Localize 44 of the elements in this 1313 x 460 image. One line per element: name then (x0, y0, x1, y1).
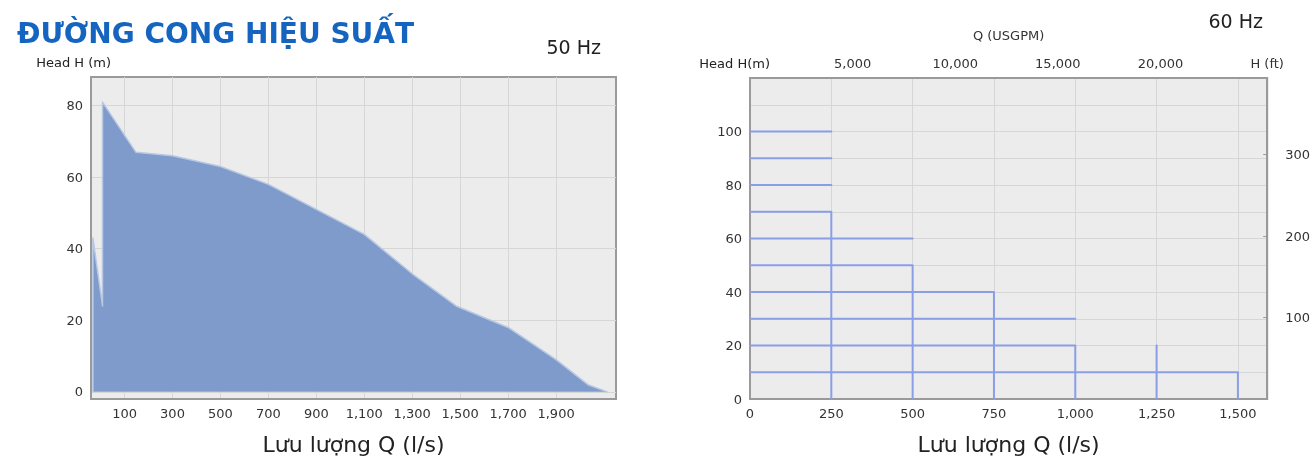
x-tick-label: 250 (818, 406, 844, 421)
x-tick-label: 1,500 (1219, 406, 1257, 421)
x-tick-label: 1,100 (345, 406, 383, 421)
y-tick-label: 20 (725, 338, 742, 353)
x-tick-label: 1,500 (441, 406, 479, 421)
x-tick-label: 700 (255, 406, 281, 421)
y-axis-title: Head H(m) (699, 56, 770, 71)
chart-subtitle: 60 Hz (1208, 9, 1264, 32)
x-axis-title: Lưu lượng Q (l/s) (917, 431, 1100, 457)
x-tick-label: 500 (900, 406, 926, 421)
chart-subtitle: 50 Hz (546, 35, 602, 58)
x-tick-label: 1,000 (1056, 406, 1094, 421)
x-tick-label: 750 (981, 406, 1007, 421)
chart-title: ĐƯỜNG CONG HIỆU SUẤT (17, 11, 415, 50)
x-tick-label: 1,250 (1137, 406, 1176, 421)
y2-axis-title: H (ft) (1250, 56, 1284, 71)
x2-axis-title: Q (USGPM) (972, 28, 1045, 43)
y2-tick-label: 100 (1285, 310, 1311, 326)
y2-tick-label: 200 (1285, 228, 1311, 244)
y-tick-label: 0 (733, 391, 742, 407)
x2-tick-label: 20,000 (1137, 56, 1184, 71)
x-tick-label: 1,700 (489, 406, 527, 421)
y-tick-label: 20 (66, 312, 83, 328)
x2-tick-label: 10,000 (932, 56, 978, 71)
x-tick-label: 500 (208, 406, 233, 421)
x-tick-label: 300 (160, 406, 185, 421)
y-tick-label: 40 (66, 241, 83, 257)
x2-tick-label: 15,000 (1035, 56, 1081, 71)
x-tick-label: 0 (745, 406, 755, 421)
y-axis-title: Head H (m) (36, 55, 111, 70)
y2-tick-label: 300 (1285, 147, 1311, 163)
y-tick-label: 0 (74, 384, 83, 400)
x-tick-label: 900 (303, 406, 329, 421)
y-tick-label: 40 (725, 284, 742, 300)
y-tick-label: 80 (725, 177, 742, 193)
x-axis-title: Lưu lượng Q (l/s) (262, 431, 445, 457)
y-tick-label: 60 (66, 169, 83, 185)
x-tick-label: 1,900 (537, 406, 575, 421)
x-tick-label: 1,300 (393, 406, 431, 421)
y-tick-label: 100 (717, 124, 742, 139)
x-tick-label: 100 (112, 406, 137, 421)
x2-tick-label: 5,000 (834, 56, 872, 71)
y-tick-label: 60 (725, 231, 742, 246)
y-tick-label: 80 (66, 98, 83, 114)
